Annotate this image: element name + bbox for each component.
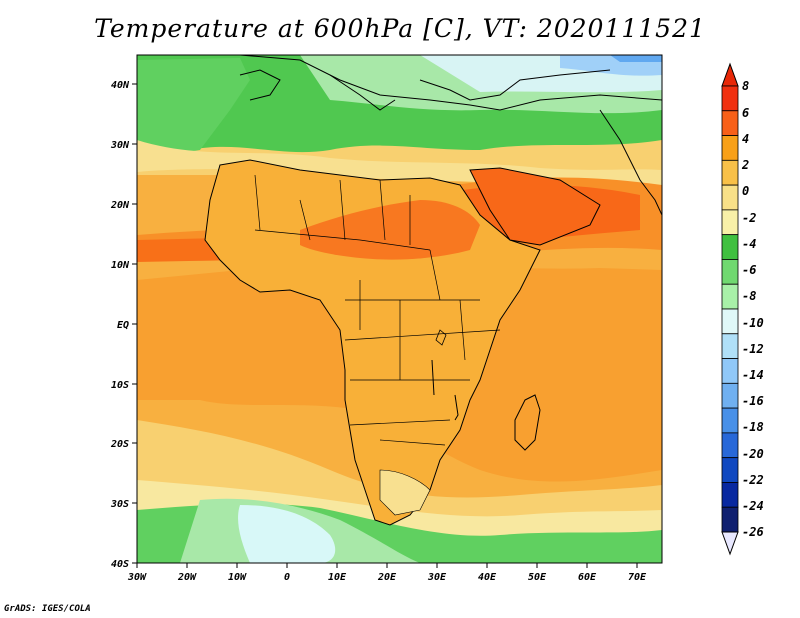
lon-label: 0 bbox=[284, 572, 290, 583]
lat-label: 10S bbox=[111, 380, 129, 391]
colorbar-label: -18 bbox=[742, 420, 764, 434]
lat-label: 20S bbox=[110, 439, 129, 450]
colorbar-label: -16 bbox=[742, 394, 764, 408]
colorbar-box bbox=[721, 333, 739, 359]
colorbar: 8 6 4 2 0 -2 -4 -6 -8 -10 -12 -14 -16 -1… bbox=[721, 62, 764, 556]
map-title: Temperature at 600hPa [C], VT: 202011152… bbox=[94, 14, 706, 43]
colorbar-label: -24 bbox=[742, 499, 764, 513]
colorbar-box bbox=[721, 110, 739, 136]
colorbar-box bbox=[721, 135, 739, 161]
colorbar-box bbox=[721, 407, 739, 434]
colorbar-label: -20 bbox=[742, 447, 764, 461]
colorbar-box bbox=[721, 308, 739, 335]
colorbar-label: 4 bbox=[742, 132, 749, 146]
colorbar-label: 6 bbox=[742, 106, 749, 120]
lon-label: 40E bbox=[478, 572, 497, 583]
colorbar-label: -26 bbox=[742, 525, 764, 539]
colorbar-label: -2 bbox=[742, 211, 756, 225]
colorbar-label: -14 bbox=[742, 368, 764, 382]
credit-text: GrADS: IGES/COLA bbox=[4, 604, 91, 614]
lat-label: 10N bbox=[111, 260, 130, 271]
colorbar-label: 8 bbox=[742, 79, 749, 93]
colorbar-label: -22 bbox=[742, 473, 764, 487]
lat-label: 30S bbox=[110, 499, 129, 510]
temperature-field bbox=[137, 55, 662, 563]
lon-label: 30W bbox=[127, 572, 147, 583]
colorbar-label: 0 bbox=[742, 184, 749, 198]
lat-label: EQ bbox=[117, 320, 129, 331]
lon-label: 10W bbox=[228, 572, 247, 583]
colorbar-box bbox=[721, 506, 739, 533]
colorbar-label: -10 bbox=[742, 316, 764, 330]
lon-label: 70E bbox=[628, 572, 647, 583]
colorbar-label: -12 bbox=[742, 342, 764, 356]
lon-label: 60E bbox=[578, 572, 597, 583]
colorbar-boxes bbox=[721, 85, 739, 533]
colorbar-box bbox=[721, 85, 739, 112]
lat-labels: 40N 30N 20N 10N EQ 10S 20S 30S 40S bbox=[110, 80, 130, 570]
map-frame bbox=[136, 54, 663, 564]
colorbar-box bbox=[721, 457, 739, 483]
colorbar-label: 2 bbox=[741, 158, 749, 172]
colorbar-top-triangle bbox=[721, 62, 739, 87]
colorbar-box bbox=[721, 382, 739, 409]
lon-label: 10E bbox=[328, 572, 347, 583]
colorbar-box bbox=[721, 234, 739, 260]
colorbar-labels: 8 6 4 2 0 -2 -4 -6 -8 -10 -12 -14 -16 -1… bbox=[741, 79, 764, 539]
colorbar-box bbox=[721, 482, 739, 508]
lon-label: 20E bbox=[377, 572, 397, 583]
lon-label: 20W bbox=[177, 572, 197, 583]
colorbar-box bbox=[721, 358, 739, 384]
colorbar-box bbox=[721, 432, 739, 459]
colorbar-label: -8 bbox=[742, 289, 756, 303]
lat-label: 20N bbox=[110, 200, 130, 211]
colorbar-box bbox=[721, 209, 739, 236]
colorbar-box bbox=[721, 184, 739, 211]
lon-labels: 30W 20W 10W 0 10E 20E 30E 40E 50E 60E 70… bbox=[127, 572, 647, 583]
colorbar-label: -6 bbox=[742, 263, 756, 277]
colorbar-box bbox=[721, 159, 739, 186]
lat-label: 40S bbox=[111, 559, 129, 570]
colorbar-label: -4 bbox=[742, 237, 756, 251]
colorbar-box bbox=[721, 259, 739, 285]
colorbar-bottom-triangle bbox=[721, 531, 739, 556]
lat-label: 40N bbox=[111, 80, 130, 91]
lat-label: 30N bbox=[110, 140, 130, 151]
lon-label: 50E bbox=[528, 572, 547, 583]
colorbar-box bbox=[721, 283, 739, 310]
lon-label: 30E bbox=[427, 572, 447, 583]
axis-ticks bbox=[132, 83, 638, 568]
